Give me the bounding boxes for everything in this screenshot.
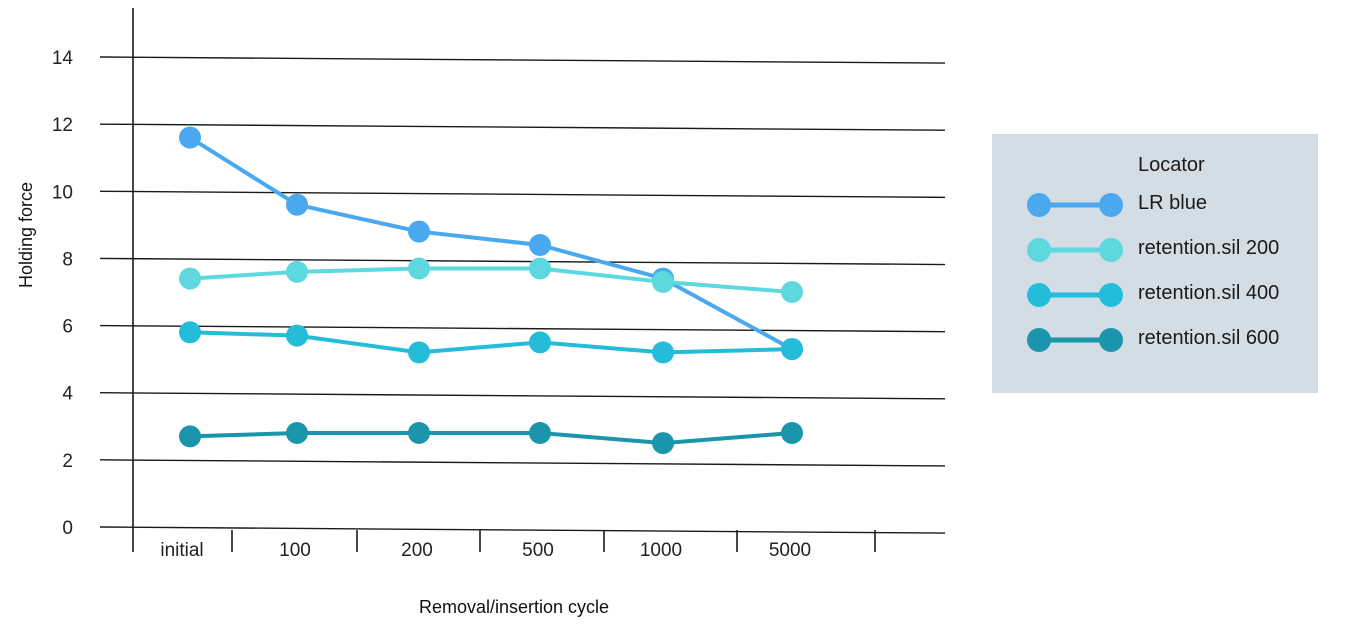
legend-label: LR blue — [1138, 192, 1207, 214]
legend-label: retention.sil 600 — [1138, 327, 1280, 349]
gridline-8 — [99, 257, 946, 266]
legend-swatch — [1027, 238, 1123, 262]
gridlines — [99, 56, 946, 534]
x-tick-label: 100 — [279, 540, 311, 561]
legend-swatch-marker — [1027, 328, 1051, 352]
data-point — [781, 338, 803, 361]
y-tick-label: 14 — [52, 48, 74, 69]
data-point — [408, 257, 430, 280]
y-tick-label: 4 — [62, 384, 73, 405]
legend-title: Locator — [1138, 154, 1205, 176]
data-point — [529, 422, 551, 444]
series-1 — [179, 126, 803, 361]
legend-label: retention.sil 400 — [1138, 282, 1280, 304]
series-line — [189, 330, 793, 355]
legend-swatch — [1027, 193, 1123, 217]
data-point — [652, 270, 674, 293]
x-tick-label: 500 — [522, 540, 554, 561]
chart-legend: Locator LR blue retention.sil 200 retentio… — [992, 134, 1318, 393]
data-point — [286, 193, 308, 216]
x-tick-labels: initial 100 200 500 1000 5000 — [160, 540, 811, 561]
x-axis-title: Removal/insertion cycle — [419, 597, 609, 617]
axes — [132, 8, 876, 552]
data-point — [781, 281, 803, 303]
y-tick-label: 0 — [62, 518, 73, 539]
legend-swatch-marker — [1027, 238, 1051, 262]
data-point — [408, 422, 430, 444]
legend-swatch-marker — [1099, 283, 1123, 307]
legend-entry: retention.sil 600 — [1026, 325, 1316, 355]
legend-entry: retention.sil 200 — [1026, 235, 1316, 265]
y-tick-labels: 0 2 4 6 8 10 12 14 — [52, 48, 74, 539]
x-tick-label: 5000 — [769, 540, 811, 561]
legend-swatch — [1027, 283, 1123, 307]
y-axis-title: Holding force — [16, 182, 36, 288]
data-point — [529, 234, 551, 256]
data-point — [652, 341, 674, 364]
data-point — [529, 331, 551, 354]
series-3 — [179, 321, 803, 364]
y-tick-label: 8 — [62, 249, 73, 270]
legend-swatch-marker — [1099, 238, 1123, 262]
data-point — [781, 422, 803, 444]
x-tick-label: 200 — [401, 540, 433, 561]
series-line — [188, 135, 793, 351]
gridline-12 — [99, 123, 946, 131]
gridline-10 — [99, 190, 946, 199]
data-point — [286, 324, 308, 347]
data-point — [179, 267, 201, 290]
series-2 — [179, 257, 803, 303]
data-point — [408, 341, 430, 364]
y-tick-label: 6 — [62, 317, 73, 338]
legend-swatch-marker — [1027, 193, 1051, 217]
legend-entry: LR blue — [1026, 190, 1316, 220]
gridline-14 — [99, 56, 946, 64]
data-point — [179, 425, 201, 448]
data-point — [652, 432, 674, 455]
gridline-0 — [99, 526, 946, 534]
y-tick-label: 12 — [52, 115, 73, 136]
y-tick-label: 2 — [62, 451, 73, 472]
data-point — [529, 257, 551, 280]
legend-swatch-marker — [1099, 193, 1123, 217]
data-point — [179, 321, 201, 344]
data-point — [179, 126, 201, 149]
legend-swatch-marker — [1099, 328, 1123, 352]
x-tick-label: initial — [160, 540, 203, 561]
legend-swatch — [1027, 328, 1123, 352]
series-line — [189, 266, 793, 294]
data-point — [286, 422, 308, 444]
series-line — [189, 431, 793, 446]
series-lines — [179, 126, 803, 455]
legend-swatch-marker — [1027, 283, 1051, 307]
gridline-2 — [99, 459, 946, 467]
data-point — [408, 220, 430, 243]
data-point — [286, 260, 308, 283]
x-tick-label: 1000 — [640, 540, 682, 561]
legend-entry: retention.sil 400 — [1026, 280, 1316, 310]
gridline-4 — [99, 392, 946, 400]
legend-label: retention.sil 200 — [1138, 237, 1280, 259]
series-4 — [179, 422, 803, 455]
y-tick-label: 10 — [52, 182, 73, 203]
gridline-6 — [99, 324, 946, 333]
